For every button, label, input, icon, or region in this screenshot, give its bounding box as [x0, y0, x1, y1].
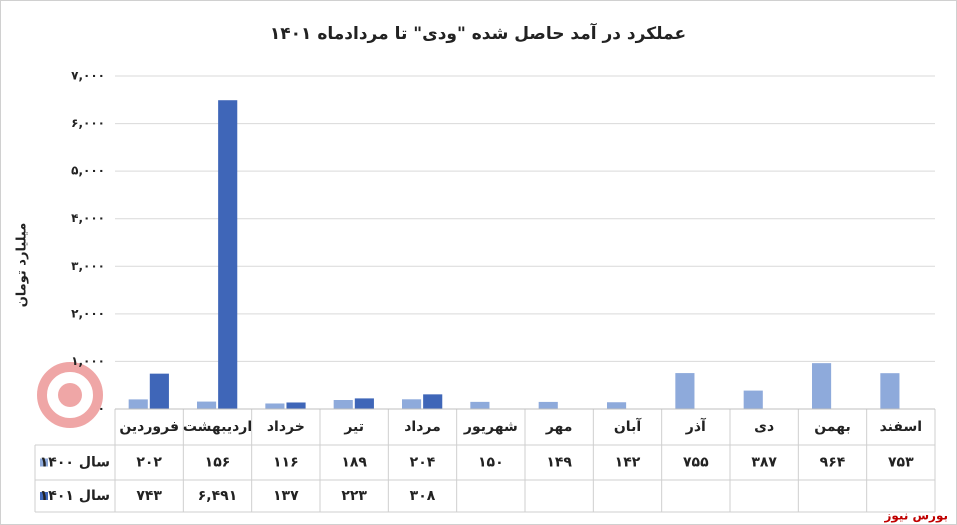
- x-tick-label: خرداد: [267, 419, 305, 435]
- watermark: بورس نیوز: [883, 509, 948, 524]
- x-tick-label: آبان: [614, 417, 642, 435]
- y-tick-label: ۶,۰۰۰: [71, 116, 105, 130]
- table-value: ۷۴۳: [136, 488, 162, 504]
- table-value: ۷۵۳: [888, 455, 914, 471]
- bar: [197, 401, 217, 409]
- y-tick-label: ۳,۰۰۰: [71, 259, 105, 273]
- legend-label: سال ۱۴۰۱: [40, 488, 110, 504]
- x-tick-label: آذر: [685, 417, 707, 435]
- table-value: ۳۸۷: [751, 455, 777, 471]
- bar: [812, 363, 832, 409]
- table-value: ۶,۴۹۱: [198, 488, 238, 504]
- x-tick-label: تیر: [343, 419, 364, 435]
- table-value: ۱۳۷: [273, 488, 299, 504]
- bar: [538, 401, 558, 409]
- y-tick-label: ۲,۰۰۰: [71, 306, 105, 320]
- x-tick-label: فروردین: [119, 419, 179, 435]
- table-value: ۱۵۶: [205, 455, 231, 471]
- x-tick-label: اسفند: [880, 419, 922, 435]
- table-value: ۱۸۹: [341, 455, 367, 471]
- table-value: ۷۵۵: [683, 455, 709, 471]
- x-tick-label: مرداد: [404, 419, 441, 435]
- table-value: ۳۰۸: [410, 488, 436, 504]
- bar: [675, 373, 695, 409]
- bar: [149, 373, 169, 409]
- y-tick-label: ۱,۰۰۰: [71, 354, 105, 368]
- bar: [402, 399, 422, 409]
- bar: [470, 401, 490, 409]
- bar: [743, 390, 763, 409]
- y-tick-label: ۴,۰۰۰: [71, 211, 105, 225]
- chart-title: عملکرد در آمد حاصل شده "ودی" تا مردادماه…: [270, 22, 686, 44]
- bar: [880, 373, 900, 409]
- legend-swatch: [40, 458, 48, 467]
- table-value: ۱۴۹: [546, 455, 572, 471]
- y-tick-label: ۷,۰۰۰: [71, 69, 105, 83]
- bar: [265, 403, 285, 409]
- legend-label: سال ۱۴۰۰: [40, 455, 110, 471]
- bar: [423, 394, 443, 409]
- bar: [607, 402, 627, 409]
- y-tick-label: ۰: [98, 402, 105, 416]
- table-value: ۱۵۰: [478, 455, 504, 471]
- x-tick-label: بهمن: [814, 419, 850, 435]
- table-value: ۹۶۴: [820, 455, 846, 471]
- y-tick-label: ۵,۰۰۰: [71, 164, 105, 178]
- table-value: ۲۲۳: [341, 488, 367, 504]
- bar: [286, 402, 306, 409]
- bar: [128, 399, 148, 409]
- table-value: ۱۴۲: [615, 455, 641, 471]
- bar: [218, 100, 238, 409]
- x-tick-label: اردیبهشت: [183, 419, 252, 435]
- bar: [354, 398, 374, 409]
- x-tick-label: مهر: [545, 419, 573, 435]
- y-axis-label: میلیارد تومان: [15, 223, 30, 308]
- x-tick-label: دی: [754, 419, 774, 435]
- table-value: ۲۰۲: [136, 455, 162, 471]
- logo-watermark: [37, 362, 103, 428]
- table-value: ۱۱۶: [273, 455, 299, 471]
- x-tick-label: شهریور: [463, 419, 518, 435]
- table-value: ۲۰۴: [410, 455, 436, 471]
- legend-swatch: [40, 492, 48, 500]
- bar: [333, 400, 353, 409]
